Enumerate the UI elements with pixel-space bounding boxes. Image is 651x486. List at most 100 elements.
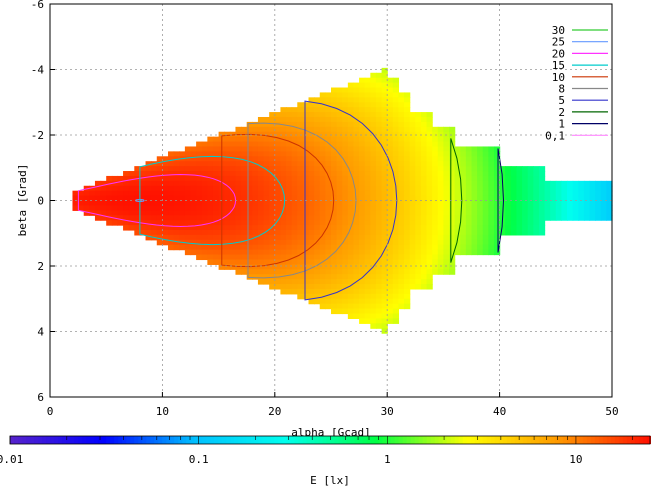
heatmap-cell <box>375 303 383 310</box>
heatmap-cell <box>336 121 343 128</box>
heatmap-cell <box>241 225 248 231</box>
heatmap-cell <box>527 175 534 182</box>
colorbar-cell <box>218 436 223 444</box>
heatmap-cell <box>128 220 135 226</box>
heatmap-cell <box>308 200 315 207</box>
heatmap-cell <box>510 215 518 221</box>
heatmap-cell <box>482 161 489 167</box>
heatmap-cell <box>347 215 355 221</box>
heatmap-cell <box>364 274 371 280</box>
heatmap-cell <box>325 249 332 256</box>
colorbar-cell <box>170 436 175 444</box>
heatmap-cell <box>375 264 383 270</box>
heatmap-cell <box>201 190 208 197</box>
heatmap-cell <box>269 131 276 138</box>
heatmap-cell <box>212 141 220 148</box>
heatmap-cell <box>387 185 394 192</box>
heatmap-cell <box>460 215 467 221</box>
heatmap-cell <box>156 215 163 221</box>
heatmap-cell <box>415 269 422 275</box>
heatmap-cell <box>589 215 596 221</box>
heatmap-cell <box>493 249 501 256</box>
heatmap-cell <box>336 195 343 202</box>
heatmap-cell <box>325 239 332 246</box>
heatmap-cell <box>381 131 388 138</box>
heatmap-cell <box>196 229 203 236</box>
heatmap-cell <box>151 225 158 231</box>
heatmap-cell <box>336 249 343 256</box>
heatmap-cell <box>409 274 416 280</box>
heatmap-cell <box>375 318 383 324</box>
heatmap-cell <box>252 126 259 133</box>
colorbar-cell <box>198 436 203 444</box>
heatmap-cell <box>488 190 495 197</box>
heatmap-cell <box>454 205 461 211</box>
heatmap-cell <box>297 288 304 295</box>
heatmap-cell <box>567 185 574 192</box>
heatmap-cell <box>173 225 180 231</box>
heatmap-cell <box>83 200 90 207</box>
heatmap-cell <box>224 259 231 265</box>
heatmap-cell <box>229 254 237 261</box>
heatmap-cell <box>263 141 270 148</box>
heatmap-cell <box>477 249 484 256</box>
heatmap-cell <box>415 175 422 182</box>
heatmap-cell <box>420 190 428 197</box>
heatmap-cell <box>364 166 371 172</box>
heatmap-cell <box>409 239 416 246</box>
colorbar-cell <box>338 436 344 444</box>
heatmap-cell <box>409 200 416 207</box>
heatmap-cell <box>437 210 444 216</box>
heatmap-cell <box>437 156 444 162</box>
heatmap-cell <box>415 185 422 192</box>
heatmap-cell <box>538 171 546 177</box>
heatmap-cell <box>353 254 360 261</box>
heatmap-cell <box>460 234 467 241</box>
heatmap-cell <box>331 126 338 133</box>
heatmap-cell <box>392 141 400 148</box>
heatmap-cell <box>235 190 242 197</box>
heatmap-cell <box>533 205 540 211</box>
heatmap-cell <box>134 205 141 211</box>
heatmap-cell <box>409 210 416 216</box>
heatmap-cell <box>538 200 546 207</box>
heatmap-cell <box>302 229 310 236</box>
heatmap-cell <box>381 205 388 211</box>
heatmap-cell <box>162 180 169 187</box>
heatmap-cell <box>184 220 192 226</box>
heatmap-cell <box>522 225 529 231</box>
heatmap-cell <box>409 185 416 192</box>
heatmap-cell <box>364 107 371 113</box>
heatmap-cell <box>443 225 450 231</box>
heatmap-cell <box>212 215 220 221</box>
heatmap-cell <box>302 225 310 231</box>
heatmap-cell <box>510 195 518 202</box>
heatmap-cell <box>381 92 388 98</box>
heatmap-cell <box>364 190 371 197</box>
colorbar-cell <box>618 436 624 444</box>
heatmap-cell <box>145 200 152 207</box>
heatmap-cell <box>415 239 422 246</box>
heatmap-cell <box>443 131 450 138</box>
heatmap-cell <box>269 166 276 172</box>
heatmap-cell <box>398 131 405 138</box>
heatmap-cell <box>465 210 473 216</box>
heatmap-cell <box>409 234 416 241</box>
heatmap-cell <box>235 151 242 157</box>
heatmap-cell <box>314 254 321 261</box>
heatmap-cell <box>387 92 394 98</box>
heatmap-cell <box>319 254 326 261</box>
heatmap-cell <box>331 239 338 246</box>
heatmap-cell <box>578 195 585 202</box>
heatmap-cell <box>308 190 315 197</box>
heatmap-cell <box>404 274 411 280</box>
heatmap-cell <box>482 195 489 202</box>
heatmap-cell <box>212 210 220 216</box>
heatmap-cell <box>353 146 360 152</box>
heatmap-cell <box>286 131 293 138</box>
heatmap-cell <box>359 220 366 226</box>
heatmap-cell <box>353 298 360 305</box>
colorbar-cell <box>342 436 348 444</box>
heatmap-cell <box>280 269 287 275</box>
